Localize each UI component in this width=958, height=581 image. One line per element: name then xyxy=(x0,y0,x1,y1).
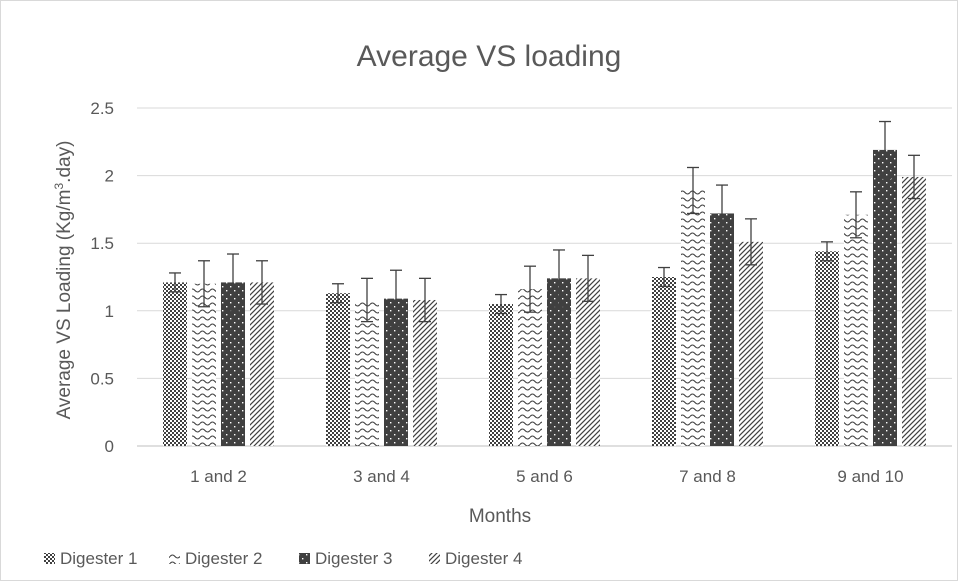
x-tick-label: 1 and 2 xyxy=(190,467,247,486)
error-bar xyxy=(850,191,862,239)
legend-label: Digester 2 xyxy=(185,549,262,568)
bar xyxy=(518,289,542,446)
error-bar xyxy=(687,166,699,215)
legend-item: Digester 4 xyxy=(429,549,522,568)
x-axis-title: Months xyxy=(469,506,531,527)
error-bar xyxy=(256,260,268,305)
legend-item: Digester 2 xyxy=(169,549,262,568)
bar xyxy=(163,282,187,446)
bar xyxy=(355,299,379,446)
bar xyxy=(250,282,274,446)
legend-swatch xyxy=(299,553,310,564)
error-bar xyxy=(716,184,728,243)
error-bar xyxy=(908,154,920,200)
y-tick-label: 1.5 xyxy=(90,234,114,253)
bar xyxy=(873,149,897,447)
y-axis-title: Average VS Loading (Kg/m3.day) xyxy=(52,141,75,420)
y-tick-labels: 0 0.5 1 1.5 2 2.5 xyxy=(90,99,114,456)
x-tick-labels: 1 and 2 3 and 4 5 and 6 7 and 8 9 and 10 xyxy=(190,467,903,486)
x-tick-label: 9 and 10 xyxy=(837,467,903,486)
bar xyxy=(192,283,216,446)
error-bar xyxy=(419,277,431,323)
y-tick-label: 0 xyxy=(105,437,114,456)
error-bar xyxy=(495,293,507,315)
y-tick-label: 2 xyxy=(105,167,114,186)
bar xyxy=(489,304,513,446)
legend-item: Digester 1 xyxy=(44,549,137,568)
bar xyxy=(710,213,734,446)
error-bars xyxy=(169,120,920,328)
y-tick-label: 1 xyxy=(105,302,114,321)
legend-swatch xyxy=(169,553,180,564)
error-bar xyxy=(332,283,344,304)
error-bar xyxy=(879,120,891,179)
bar xyxy=(815,251,839,446)
error-bar xyxy=(745,218,757,266)
legend-label: Digester 1 xyxy=(60,549,137,568)
bar xyxy=(739,241,763,446)
bar xyxy=(681,190,705,446)
chart-title: Average VS loading xyxy=(357,40,622,73)
bar xyxy=(844,214,868,446)
bar xyxy=(652,277,676,446)
x-tick-label: 7 and 8 xyxy=(679,467,736,486)
bars xyxy=(163,149,926,447)
error-bar xyxy=(821,241,833,262)
error-bar xyxy=(582,254,594,302)
error-bar xyxy=(361,277,373,323)
bar xyxy=(326,293,350,446)
error-bar xyxy=(169,272,181,293)
legend-label: Digester 3 xyxy=(315,549,392,568)
legend: Digester 1 Digester 2 Digester 3 Digester 4 xyxy=(44,549,522,568)
legend-swatch xyxy=(44,553,55,564)
x-tick-label: 3 and 4 xyxy=(353,467,410,486)
error-bar xyxy=(227,253,239,312)
bar xyxy=(902,176,926,446)
error-bar xyxy=(658,266,670,288)
bar xyxy=(576,278,600,446)
y-tick-label: 0.5 xyxy=(90,369,114,388)
legend-swatch xyxy=(429,553,440,564)
error-bar xyxy=(524,265,536,313)
error-bar xyxy=(390,269,402,328)
x-tick-label: 5 and 6 xyxy=(516,467,573,486)
error-bar xyxy=(553,249,565,308)
y-tick-label: 2.5 xyxy=(90,99,114,118)
legend-label: Digester 4 xyxy=(445,549,522,568)
error-bar xyxy=(198,260,210,308)
bar xyxy=(413,299,437,446)
legend-item: Digester 3 xyxy=(299,549,392,568)
